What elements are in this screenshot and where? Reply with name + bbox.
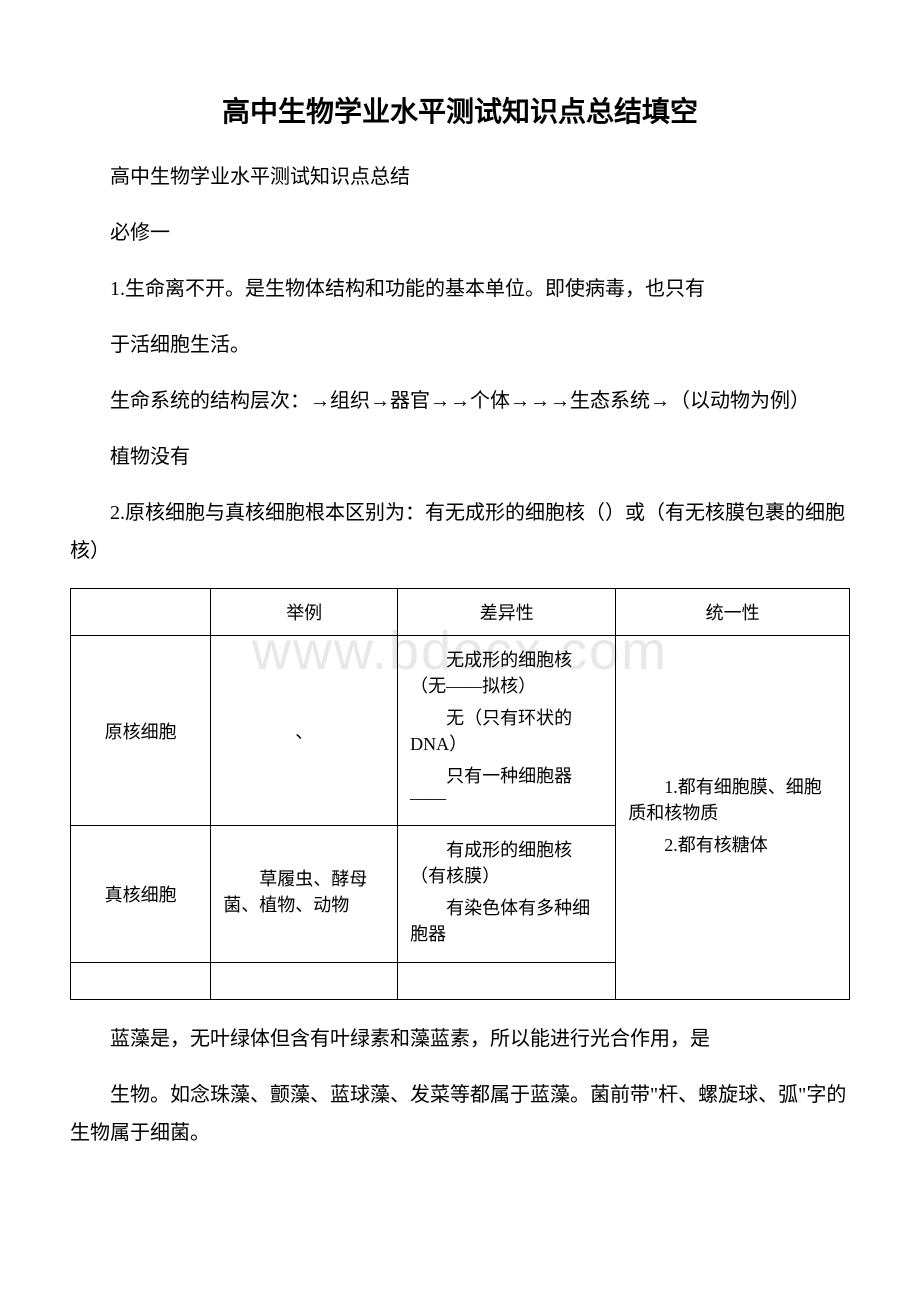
paragraph-algae-2: 生物。如念珠藻、颤藻、蓝球藻、发菜等都属于蓝藻。菌前带"杆、螺旋球、弧"字的生物… bbox=[70, 1076, 850, 1152]
paragraph-1a: 1.生命离不开。是生物体结构和功能的基本单位。即使病毒，也只有 bbox=[70, 270, 850, 308]
cell-eukaryote-label: 真核细胞 bbox=[71, 826, 211, 963]
table-header-row: 举例 差异性 统一性 bbox=[71, 589, 850, 636]
table-header-example: 举例 bbox=[211, 589, 398, 636]
table-header-unity: 统一性 bbox=[616, 589, 850, 636]
cell-prokaryote-diff-3: 只有一种细胞器—— bbox=[410, 762, 603, 809]
cell-empty-2 bbox=[211, 963, 398, 1000]
cell-eukaryote-diff-1: 有成形的细胞核（有核膜） bbox=[410, 836, 603, 888]
cell-prokaryote-diff-2: 无（只有环状的 DNA） bbox=[410, 704, 603, 756]
page-title: 高中生物学业水平测试知识点总结填空 bbox=[70, 90, 850, 130]
cell-unity: 1.都有细胞膜、细胞质和核物质 2.都有核糖体 bbox=[616, 636, 850, 1000]
table-row-prokaryote: 原核细胞 、 无成形的细胞核（无——拟核） 无（只有环状的 DNA） 只有一种细… bbox=[71, 636, 850, 826]
cell-empty-1 bbox=[71, 963, 211, 1000]
cell-prokaryote-diff: 无成形的细胞核（无——拟核） 无（只有环状的 DNA） 只有一种细胞器—— bbox=[398, 636, 616, 826]
table-header-blank bbox=[71, 589, 211, 636]
cell-eukaryote-example: 草履虫、酵母菌、植物、动物 bbox=[211, 826, 398, 963]
paragraph-levels: 生命系统的结构层次：→组织→器官→→个体→→→生态系统→（以动物为例） bbox=[70, 382, 850, 420]
cell-unity-2: 2.都有核糖体 bbox=[628, 831, 837, 857]
paragraph-plant: 植物没有 bbox=[70, 438, 850, 476]
comparison-table: 举例 差异性 统一性 原核细胞 、 无成形的细胞核（无——拟核） 无（只有环状的… bbox=[70, 588, 850, 1000]
cell-unity-1: 1.都有细胞膜、细胞质和核物质 bbox=[628, 773, 837, 825]
paragraph-2: 2.原核细胞与真核细胞根本区别为：有无成形的细胞核（）或（有无核膜包裹的细胞核） bbox=[70, 494, 850, 570]
paragraph-1b: 于活细胞生活。 bbox=[70, 326, 850, 364]
cell-prokaryote-diff-1: 无成形的细胞核（无——拟核） bbox=[410, 646, 603, 698]
paragraph-subtitle: 高中生物学业水平测试知识点总结 bbox=[70, 158, 850, 196]
cell-eukaryote-example-text: 草履虫、酵母菌、植物、动物 bbox=[223, 865, 385, 917]
cell-prokaryote-example: 、 bbox=[211, 636, 398, 826]
cell-empty-3 bbox=[398, 963, 616, 1000]
table-header-difference: 差异性 bbox=[398, 589, 616, 636]
cell-eukaryote-diff-2: 有染色体有多种细胞器 bbox=[410, 894, 603, 946]
paragraph-section: 必修一 bbox=[70, 214, 850, 252]
cell-eukaryote-diff: 有成形的细胞核（有核膜） 有染色体有多种细胞器 bbox=[398, 826, 616, 963]
paragraph-algae-1: 蓝藻是，无叶绿体但含有叶绿素和藻蓝素，所以能进行光合作用，是 bbox=[70, 1020, 850, 1058]
cell-prokaryote-label: 原核细胞 bbox=[71, 636, 211, 826]
